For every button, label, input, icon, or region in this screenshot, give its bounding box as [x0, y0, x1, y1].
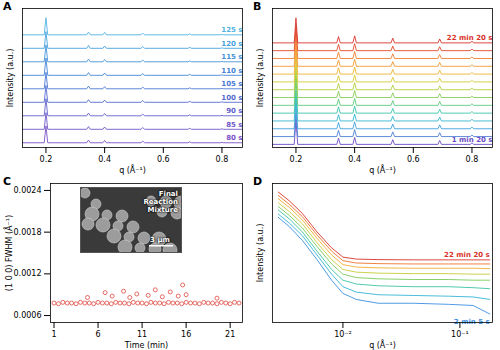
html-text:D: D: [253, 175, 263, 188]
svg-text:1 min 20 s: 1 min 20 s: [452, 136, 493, 144]
svg-text:0.2: 0.2: [290, 155, 303, 164]
svg-text:0.8: 0.8: [216, 155, 229, 164]
svg-text:(1 0 0) FWHM (Å⁻¹): (1 0 0) FWHM (Å⁻¹): [3, 215, 14, 291]
html-text:3 µm: 3 µm: [150, 236, 170, 244]
svg-text:Time (min): Time (min): [124, 341, 168, 350]
html-text:Intensity (a.u.): Intensity (a.u.): [256, 223, 265, 282]
svg-text:11: 11: [137, 330, 147, 339]
svg-text:1: 1: [51, 330, 56, 339]
svg-text:0.6: 0.6: [157, 155, 170, 164]
svg-text:105 s: 105 s: [221, 80, 242, 88]
svg-text:q (Å⁻¹): q (Å⁻¹): [369, 164, 396, 175]
svg-text:80 s: 80 s: [226, 134, 242, 142]
html-text:Final Reaction Mixture: Final Reaction Mixture: [143, 190, 178, 214]
html-text:B: B: [253, 0, 262, 13]
svg-text:0.0024: 0.0024: [14, 186, 42, 195]
html-text:Intensity (a.u.): Intensity (a.u.): [6, 48, 15, 107]
svg-text:90 s: 90 s: [226, 107, 242, 115]
html-text:A: A: [3, 0, 12, 13]
svg-text:0.4: 0.4: [348, 155, 361, 164]
svg-text:2 min 5 s: 2 min 5 s: [453, 318, 490, 327]
svg-text:100 s: 100 s: [221, 94, 242, 102]
svg-text:0.8: 0.8: [466, 155, 479, 164]
html-text:Intensity (a.u.): Intensity (a.u.): [256, 48, 265, 107]
svg-text:125 s: 125 s: [221, 26, 242, 34]
svg-text:110 s: 110 s: [221, 67, 242, 75]
svg-text:85 s: 85 s: [226, 121, 242, 129]
svg-text:q (Å⁻¹): q (Å⁻¹): [369, 339, 396, 350]
svg-text:0.4: 0.4: [98, 155, 111, 164]
html-text:C: C: [3, 175, 12, 188]
svg-text:0.6: 0.6: [407, 155, 420, 164]
svg-text:6: 6: [96, 330, 101, 339]
svg-text:16: 16: [181, 330, 191, 339]
svg-text:0.2: 0.2: [40, 155, 53, 164]
svg-text:10⁻¹: 10⁻¹: [451, 330, 469, 339]
svg-text:0.0006: 0.0006: [14, 311, 42, 320]
svg-text:q (Å⁻¹): q (Å⁻¹): [119, 164, 146, 175]
svg-text:21: 21: [225, 330, 235, 339]
svg-text:0.0012: 0.0012: [14, 269, 42, 278]
svg-text:120 s: 120 s: [221, 40, 242, 48]
svg-text:0.0018: 0.0018: [14, 228, 42, 237]
svg-text:10⁻²: 10⁻²: [334, 330, 352, 339]
svg-text:22 min 20 s: 22 min 20 s: [447, 34, 493, 42]
svg-text:115 s: 115 s: [221, 53, 242, 61]
svg-text:22 min 20 s: 22 min 20 s: [444, 251, 490, 259]
